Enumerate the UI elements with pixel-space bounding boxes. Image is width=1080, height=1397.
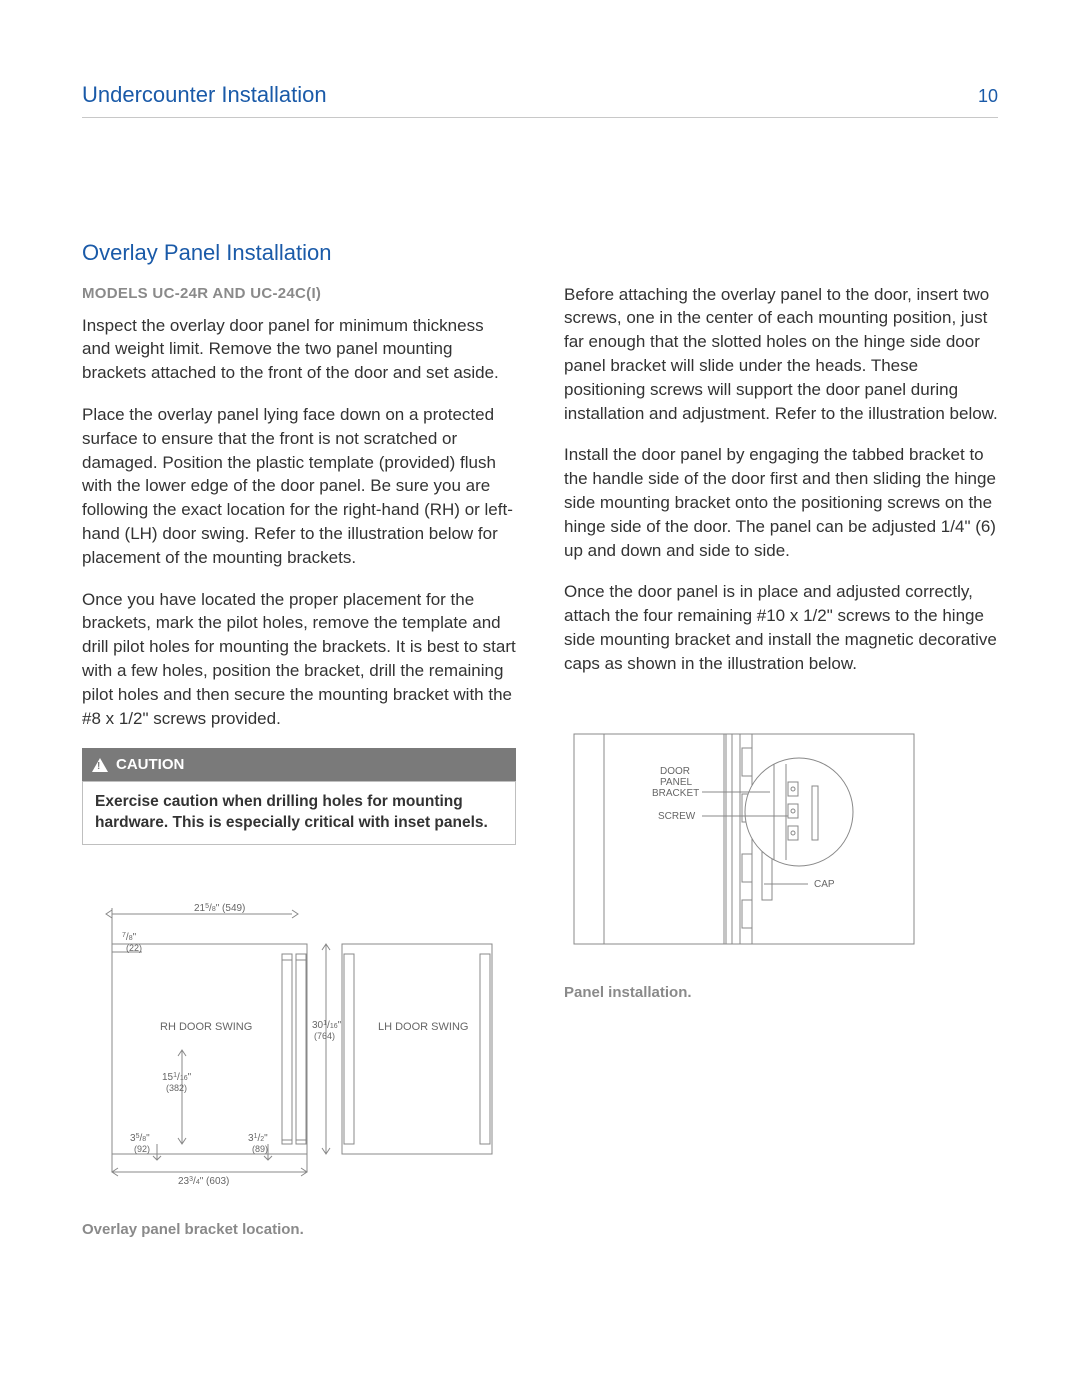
models-line: MODELS UC-24R AND UC-24C(I) [82, 283, 516, 304]
figure-right-caption: Panel installation. [564, 982, 998, 1003]
svg-text:(92): (92) [134, 1144, 150, 1154]
lh-label: LH DOOR SWING [378, 1021, 468, 1033]
page-header: Undercounter Installation 10 [82, 80, 998, 118]
right-para-1: Before attaching the overlay panel to th… [564, 283, 998, 426]
dim-mid: 151/16" [162, 1072, 192, 1083]
right-para-2: Install the door panel by engaging the t… [564, 443, 998, 562]
dim-bl: 35/8" [130, 1133, 150, 1144]
dim-corner: 7/8" [122, 932, 137, 943]
dim-br: 31/2" [248, 1133, 268, 1144]
right-para-3: Once the door panel is in place and adju… [564, 580, 998, 675]
screw-label: SCREW [658, 811, 696, 822]
caution-bar: CAUTION [82, 748, 516, 781]
figure-right: DOOR PANEL BRACKET SCREW CAP Panel insta… [564, 724, 998, 1004]
svg-text:(382): (382) [166, 1083, 187, 1093]
page-number: 10 [978, 84, 998, 109]
dim-bottom: 233/4" (603) [178, 1176, 229, 1187]
two-column-layout: MODELS UC-24R AND UC-24C(I) Inspect the … [82, 283, 998, 1240]
page-title: Undercounter Installation [82, 80, 327, 111]
cap-label: CAP [814, 879, 835, 890]
dim-height: 301/16" [312, 1020, 342, 1031]
left-para-1: Inspect the overlay door panel for minim… [82, 314, 516, 385]
svg-text:(89): (89) [252, 1144, 268, 1154]
caution-text: Exercise caution when drilling holes for… [82, 781, 516, 845]
left-para-3: Once you have located the proper placeme… [82, 588, 516, 731]
section-title: Overlay Panel Installation [82, 238, 998, 269]
right-column: Before attaching the overlay panel to th… [564, 283, 998, 1240]
bracket-label-1: DOOR [660, 766, 690, 777]
left-para-2: Place the overlay panel lying face down … [82, 403, 516, 570]
left-column: MODELS UC-24R AND UC-24C(I) Inspect the … [82, 283, 516, 1240]
figure-left: 215/8" (549) 7/8" (22) RH DOOR SWING LH … [82, 900, 516, 1240]
svg-text:(22): (22) [126, 943, 142, 953]
warning-icon [92, 758, 108, 772]
bracket-label-2: PANEL [660, 777, 692, 788]
svg-text:(764): (764) [314, 1031, 335, 1041]
dim-top: 215/8" (549) [194, 903, 245, 914]
panel-installation-diagram: DOOR PANEL BRACKET SCREW CAP [564, 724, 924, 954]
caution-label: CAUTION [116, 754, 184, 775]
bracket-label-3: BRACKET [652, 788, 699, 799]
rh-label: RH DOOR SWING [160, 1021, 252, 1033]
figure-left-caption: Overlay panel bracket location. [82, 1219, 516, 1240]
bracket-location-diagram: 215/8" (549) 7/8" (22) RH DOOR SWING LH … [82, 900, 502, 1190]
